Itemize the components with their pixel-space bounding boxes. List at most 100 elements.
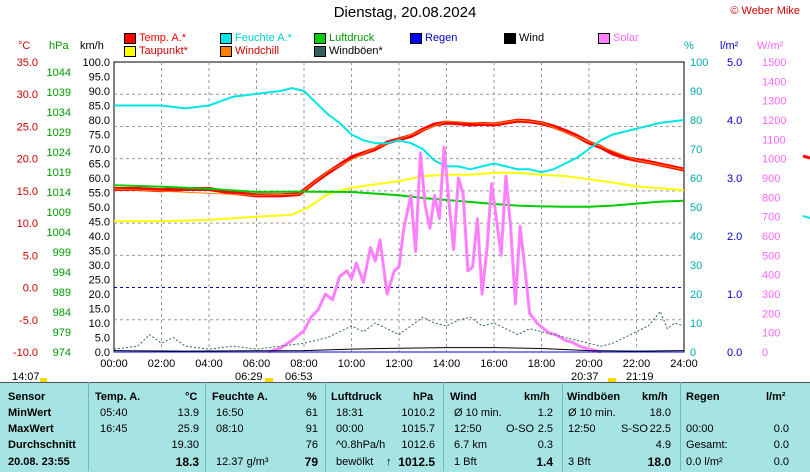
pressure-axis-tick: 1009	[47, 207, 71, 219]
wind-value: 1.4	[536, 455, 553, 469]
legend-item: Windchill	[220, 45, 279, 57]
legend-item: Taupunkt*	[124, 45, 188, 57]
wind-label: 6.7 km	[454, 439, 488, 451]
humidity-axis-tick: 40	[690, 231, 702, 243]
pressure-axis-tick: 974	[53, 347, 71, 359]
legend-swatch	[314, 45, 326, 57]
speed-axis-tick: 5.0	[95, 333, 110, 345]
legend-item: Feuchte A.*	[220, 32, 292, 44]
rain-value: 0.0	[773, 439, 789, 451]
series-line-windb-en	[113, 310, 685, 350]
speed-axis-tick: 15.0	[89, 304, 110, 316]
sunrise-marker	[265, 378, 273, 382]
rain-axis-tick: 3.0	[727, 173, 742, 185]
series-line-taupunkt	[114, 171, 685, 223]
wind-label: 12:50	[454, 423, 482, 435]
temp-time: 05:40	[100, 407, 128, 419]
page-title: Dienstag, 20.08.2024	[333, 4, 477, 21]
sunset-time: 20:37	[571, 371, 599, 383]
pressure-value: 1012.5	[398, 455, 435, 469]
solar-unit-label: W/m²	[757, 40, 784, 52]
humidity-axis-tick: 70	[690, 144, 702, 156]
humidity-value: 61	[305, 407, 318, 419]
speed-axis-tick: 90.0	[89, 86, 110, 98]
humidity-time: 16:50	[216, 407, 244, 419]
solar-axis-tick: 1100	[762, 134, 786, 146]
humidity-time: 08:10	[216, 423, 244, 435]
speed-axis-tick: 20.0	[89, 289, 110, 301]
temp-axis-tick: -5.0	[19, 315, 38, 327]
rain-value: 0.0	[773, 423, 789, 435]
header-pressure: Luftdruck	[331, 391, 382, 403]
temp-axis-tick: 20.0	[17, 154, 38, 166]
sunset-marker	[608, 378, 616, 382]
temp-value: 18.3	[175, 455, 199, 469]
rain-value: 0.0	[773, 456, 789, 468]
table-divider	[88, 382, 89, 471]
header-sensor: Sensor	[8, 391, 46, 403]
legend-label: Windchill	[235, 45, 280, 57]
solar-axis-tick: 800	[762, 192, 780, 204]
copyright-label[interactable]: © Weber Mike	[730, 5, 800, 17]
legend-label: Wind	[519, 32, 545, 44]
solar-axis-tick: 600	[762, 231, 780, 243]
legend-swatch	[124, 45, 136, 57]
legend-label: Taupunkt*	[139, 45, 188, 57]
table-divider	[205, 382, 206, 471]
header-gust-unit: km/h	[642, 391, 668, 403]
solar-axis-tick: 1300	[762, 96, 786, 108]
rain-label: 0.0 l/m²	[686, 456, 723, 468]
pressure-axis-tick: 1029	[47, 127, 71, 139]
rain-axis-tick: 5.0	[727, 57, 742, 69]
solar-axis-tick: 1000	[762, 154, 786, 166]
legend-label: Luftdruck	[329, 32, 375, 44]
legend-swatch	[314, 32, 326, 44]
speed-axis-tick: 85.0	[89, 101, 110, 113]
pressure-axis-tick: 1044	[47, 67, 71, 79]
series-line-luftdruck	[113, 184, 685, 208]
legend-item: Solar	[598, 32, 639, 44]
wind-direction: O-SO	[506, 423, 535, 435]
legend-swatch	[220, 45, 232, 57]
rain-axis-tick: 0.0	[727, 347, 742, 359]
pressure-axis-tick: 979	[53, 327, 71, 339]
rain-unit-label: l/m²	[720, 40, 739, 52]
rain-axis-tick: 2.0	[727, 231, 742, 243]
solar-axis-tick: 0	[762, 347, 768, 359]
header-wind: Wind	[450, 391, 477, 403]
gust-value: 18.0	[649, 407, 671, 419]
pressure-axis-tick: 984	[53, 307, 71, 319]
legend-label: Windböen*	[329, 45, 383, 57]
stats-table	[0, 382, 810, 472]
legend-item: Wind	[504, 32, 544, 44]
gust-label: 3 Bft	[568, 456, 591, 468]
temp-axis-tick: 30.0	[17, 89, 38, 101]
rain-axis-tick: 1.0	[727, 289, 742, 301]
rain-label: Gesamt:	[686, 439, 728, 451]
speed-axis-tick: 40.0	[89, 231, 110, 243]
series-line-feuchte-a	[114, 87, 685, 174]
header-temp-unit: °C	[185, 391, 198, 403]
sunrise-time-2: 06:53	[285, 371, 313, 383]
legend-swatch	[598, 32, 610, 44]
humidity-axis-tick: 60	[690, 173, 702, 185]
speed-axis-tick: 10.0	[89, 318, 110, 330]
header-gust: Windböen	[567, 391, 621, 403]
speed-axis-tick: 25.0	[89, 275, 110, 287]
humidity-axis-tick: 20	[690, 289, 702, 301]
row-label: Durchschnitt	[8, 439, 76, 451]
gust-value: 4.9	[655, 439, 671, 451]
sunset-time-2: 21:19	[626, 371, 654, 383]
pressure-time: bewölkt	[336, 456, 374, 468]
legend-swatch	[504, 32, 516, 44]
speed-axis-tick: 75.0	[89, 130, 110, 142]
x-tick-label: 08:00	[290, 358, 318, 370]
pressure-axis-tick: 1039	[47, 87, 71, 99]
pressure-time: 18:31	[336, 407, 364, 419]
humidity-unit-label: %	[684, 40, 694, 52]
pressure-value: 1010.2	[401, 407, 435, 419]
legend-swatch	[124, 32, 136, 44]
solar-axis-tick: 1400	[762, 76, 786, 88]
humidity-value: 91	[305, 423, 318, 435]
wind-label: Ø 10 min.	[454, 407, 502, 419]
